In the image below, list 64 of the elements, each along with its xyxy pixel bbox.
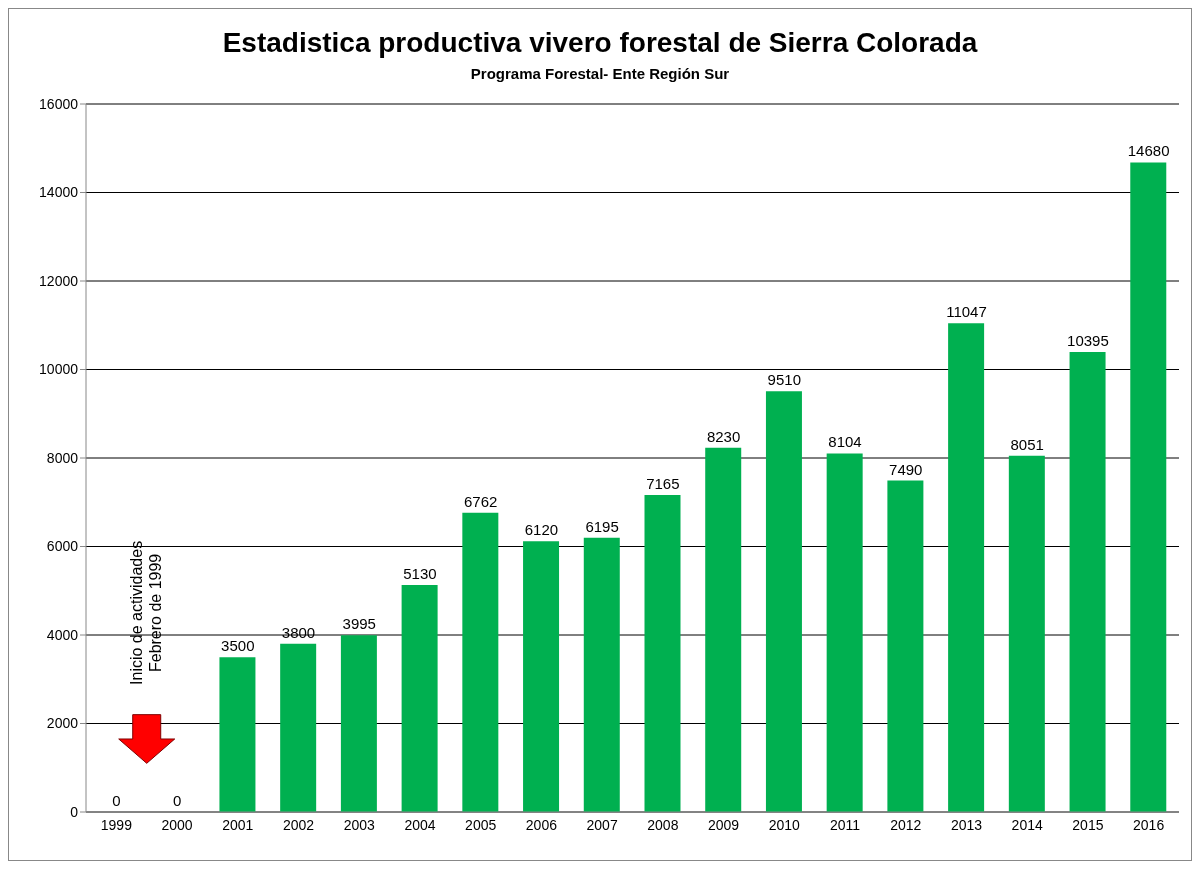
bar	[280, 643, 317, 812]
x-tick-label: 2006	[525, 816, 558, 833]
x-tick-label: 2000	[161, 816, 193, 833]
data-label: 8051	[1010, 435, 1044, 453]
data-label: 6762	[464, 492, 498, 510]
data-label: 6195	[585, 517, 619, 535]
bar	[462, 512, 499, 812]
bar	[523, 541, 560, 812]
x-tick-label: 2005	[465, 816, 497, 833]
data-label: 3500	[221, 637, 255, 655]
data-label: 8104	[828, 433, 862, 451]
bar	[1130, 162, 1167, 812]
bar	[765, 391, 802, 812]
data-label: 9510	[767, 371, 801, 389]
y-tick-label: 14000	[39, 184, 79, 201]
data-label: 7165	[646, 474, 680, 492]
x-tick-label: 2012	[890, 816, 922, 833]
x-tick-label: 2016	[1133, 816, 1165, 833]
y-tick-label: 2000	[46, 715, 79, 732]
bar	[219, 657, 256, 812]
data-label: 10395	[1067, 332, 1109, 350]
x-tick-label: 2008	[647, 816, 679, 833]
y-tick-label: 8000	[46, 449, 79, 466]
y-tick-label: 16000	[39, 95, 79, 112]
x-tick-label: 2009	[708, 816, 740, 833]
bar	[401, 585, 438, 812]
bar	[644, 494, 681, 812]
x-tick-label: 2001	[222, 816, 254, 833]
data-label: 0	[172, 792, 182, 809]
data-label: 5130	[403, 565, 437, 582]
chart-title: Estadistica productiva vivero forestal de Sierra Colorada	[221, 27, 979, 59]
annotation: Inicio de actividades Febrero de 1999	[128, 540, 165, 685]
x-tick-label: 2010	[768, 816, 801, 833]
bar	[583, 537, 620, 812]
data-label: 11047	[946, 303, 987, 321]
bar	[887, 480, 924, 812]
bar	[340, 635, 377, 812]
bar	[705, 447, 742, 812]
x-tick-label: 2002	[282, 816, 315, 833]
y-tick-label: 12000	[39, 272, 79, 289]
x-tick-label: 2011	[829, 816, 861, 833]
bar	[1008, 455, 1045, 812]
data-label: 8230	[706, 427, 741, 445]
data-label: 7490	[889, 460, 923, 478]
y-tick-label: 6000	[46, 538, 79, 555]
x-tick-label: 2007	[586, 816, 618, 833]
data-label: 3995	[342, 615, 376, 633]
data-label: 3800	[281, 623, 316, 641]
x-tick-label: 2003	[343, 816, 376, 833]
y-tick-label: 4000	[46, 626, 79, 643]
x-tick-label: 2014	[1011, 816, 1043, 833]
bar	[1069, 352, 1106, 812]
x-tick-label: 2004	[404, 816, 436, 833]
y-tick-label: 10000	[39, 361, 79, 378]
data-label: 14680	[1127, 142, 1170, 160]
x-tick-label: 1999	[100, 816, 133, 833]
y-tick-label: 0	[70, 803, 79, 820]
bar	[826, 453, 863, 812]
x-tick-label: 2015	[1072, 816, 1104, 833]
data-label: 6120	[524, 521, 559, 539]
x-tick-label: 2013	[950, 816, 983, 833]
chart-subtitle: Programa Forestal- Ente Región Sur	[469, 65, 731, 82]
bar	[948, 323, 985, 812]
data-label: 0	[112, 792, 121, 809]
